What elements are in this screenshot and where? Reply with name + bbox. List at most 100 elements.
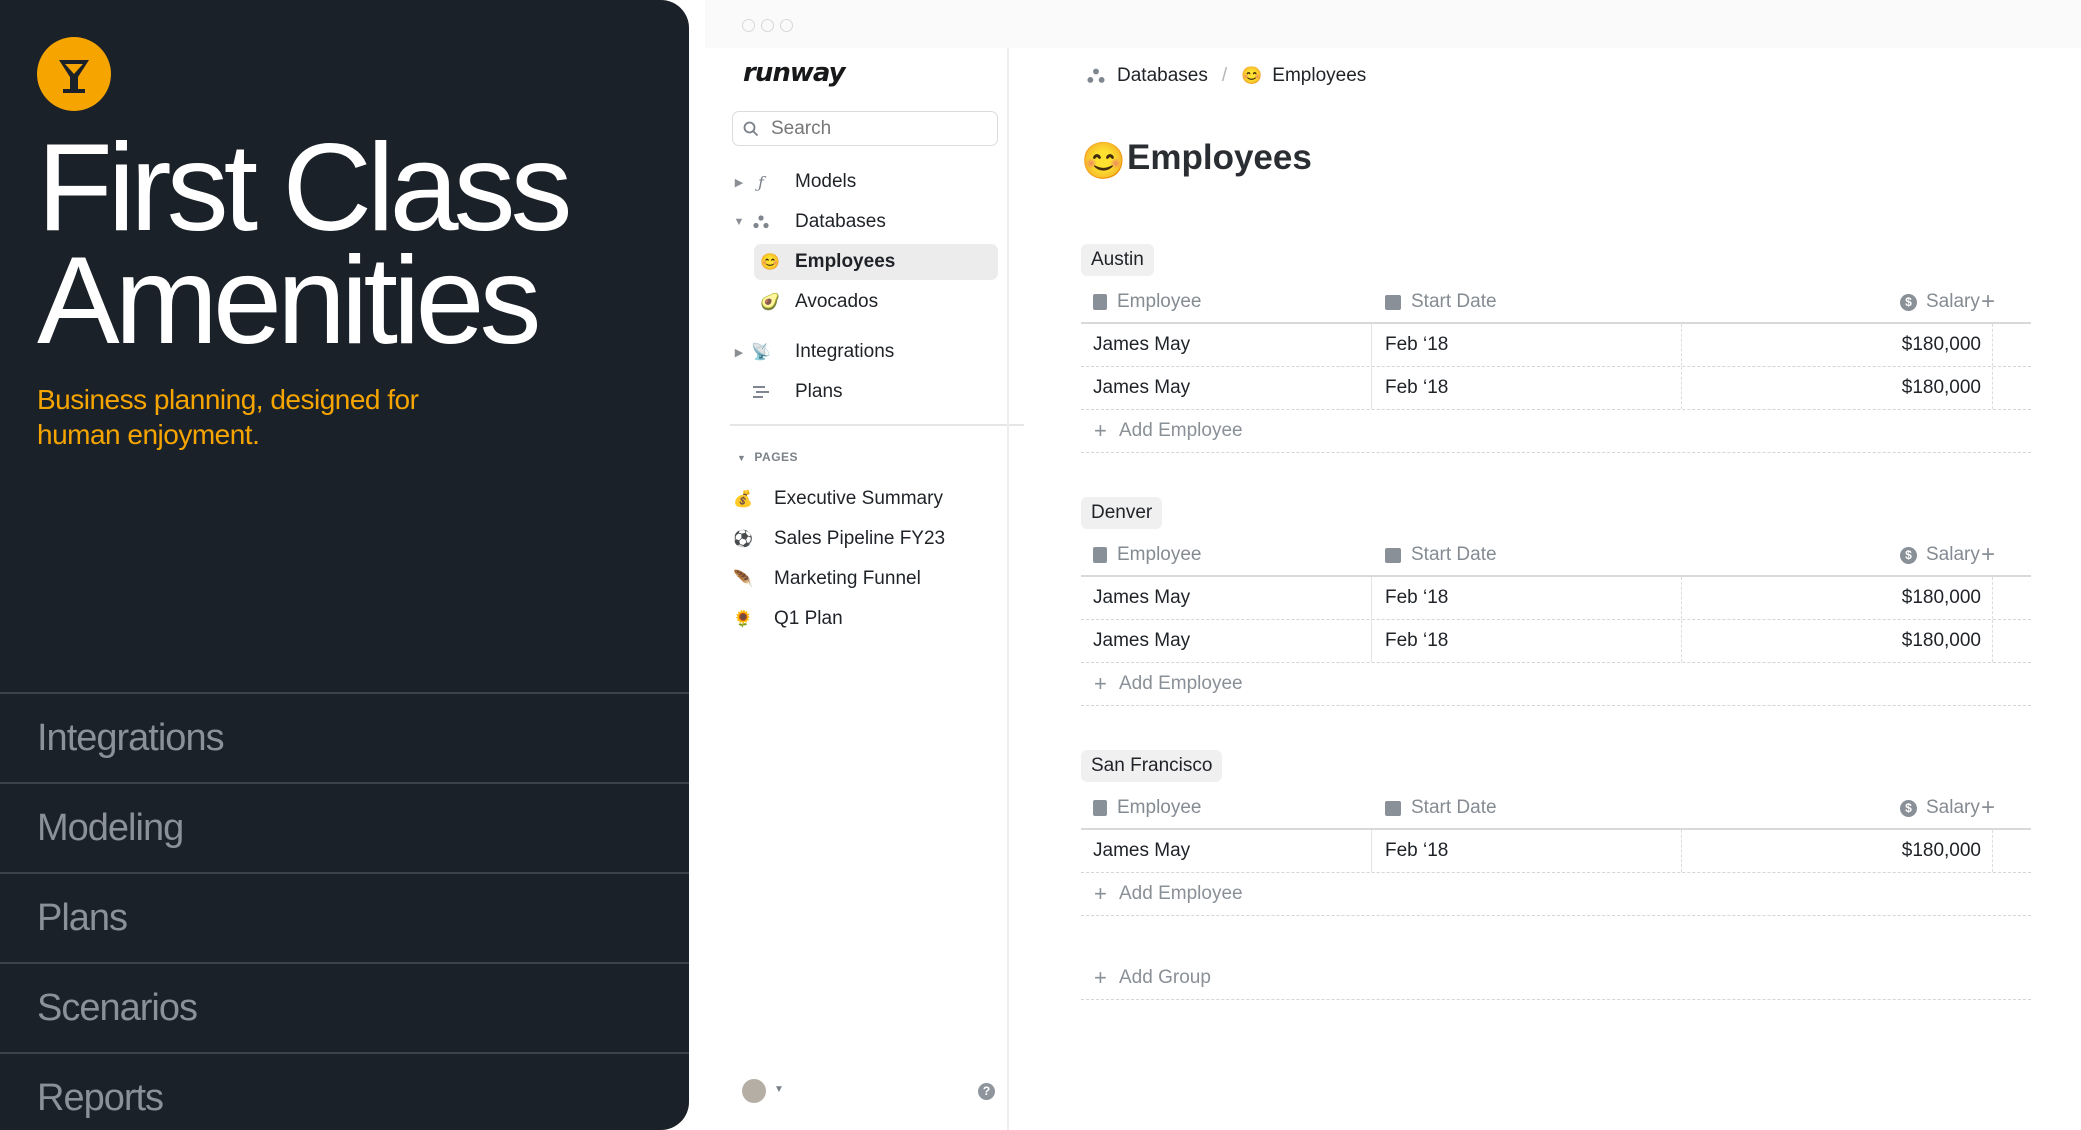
sidebar-item-label: Integrations xyxy=(795,341,895,362)
table-row[interactable]: James May Feb ‘18 $180,000 xyxy=(1081,324,2031,367)
cell-start-date[interactable]: Feb ‘18 xyxy=(1385,840,1449,861)
add-column-button[interactable]: + xyxy=(1981,541,1996,568)
plus-icon: + xyxy=(1094,881,1107,906)
table-row[interactable]: James May Feb ‘18 $180,000 xyxy=(1081,367,2031,410)
table-row[interactable]: James May Feb ‘18 $180,000 xyxy=(1081,830,2031,873)
add-group-button[interactable]: + Add Group xyxy=(1081,957,2031,1000)
smiling-face-icon: 😊 xyxy=(1081,140,1126,181)
add-employee-button[interactable]: + Add Employee xyxy=(1081,663,2031,706)
table-header: Employee Start Date $ Salary + xyxy=(1081,535,2031,577)
page-item-q1-plan[interactable]: 🌻 Q1 Plan xyxy=(732,601,998,637)
sidebar-item-avocados[interactable]: 🥑 Avocados xyxy=(754,284,998,320)
help-icon[interactable]: ? xyxy=(978,1083,995,1100)
chevron-right-icon[interactable]: ▶ xyxy=(734,346,744,359)
column-header-salary[interactable]: $ Salary xyxy=(1900,788,1980,828)
cell-salary[interactable]: $180,000 xyxy=(1901,587,1981,608)
column-header-label: Salary xyxy=(1926,291,1980,312)
text-field-icon xyxy=(1093,294,1107,310)
sidebar-item-databases[interactable]: ▼ Databases xyxy=(732,204,998,240)
window-titlebar xyxy=(705,0,2081,48)
sidebar-item-label: Employees xyxy=(795,251,896,272)
column-header-salary[interactable]: $ Salary xyxy=(1900,535,1980,575)
column-header-employee[interactable]: Employee xyxy=(1093,282,1202,322)
group-label-austin[interactable]: Austin xyxy=(1081,244,1154,276)
cell-salary[interactable]: $180,000 xyxy=(1901,630,1981,651)
database-nodes-icon xyxy=(1087,68,1105,84)
window-close-button[interactable] xyxy=(742,19,755,32)
page-item-label: Executive Summary xyxy=(774,488,943,509)
calendar-icon xyxy=(1385,547,1401,563)
add-employee-label: Add Employee xyxy=(1119,883,1243,904)
column-header-employee[interactable]: Employee xyxy=(1093,535,1202,575)
dollar-icon: $ xyxy=(1900,546,1917,564)
dollar-icon: $ xyxy=(1900,799,1917,817)
page-item-executive-summary[interactable]: 💰 Executive Summary xyxy=(732,481,998,517)
table-header: Employee Start Date $ Salary + xyxy=(1081,788,2031,830)
breadcrumb-current[interactable]: Employees xyxy=(1272,65,1367,86)
breadcrumb-parent[interactable]: Databases xyxy=(1117,65,1208,86)
group-label-san-francisco[interactable]: San Francisco xyxy=(1081,750,1223,782)
cell-divider xyxy=(1371,367,1372,409)
table-row[interactable]: James May Feb ‘18 $180,000 xyxy=(1081,620,2031,663)
sidebar-item-label: Avocados xyxy=(795,291,879,312)
cell-divider xyxy=(1371,324,1372,366)
add-employee-label: Add Employee xyxy=(1119,673,1243,694)
window-zoom-button[interactable] xyxy=(780,19,793,32)
cell-salary[interactable]: $180,000 xyxy=(1901,377,1981,398)
column-header-employee[interactable]: Employee xyxy=(1093,788,1202,828)
sidebar-item-integrations[interactable]: ▶ 📡 Integrations xyxy=(732,334,998,370)
window-minimize-button[interactable] xyxy=(761,19,774,32)
text-field-icon xyxy=(1093,547,1107,563)
sidebar-item-label: Databases xyxy=(795,211,886,232)
page-item-marketing-funnel[interactable]: 🪶 Marketing Funnel xyxy=(732,561,998,597)
soccer-ball-icon: ⚽ xyxy=(733,531,753,548)
cell-divider xyxy=(1992,830,1993,872)
sunflower-icon: 🌻 xyxy=(733,611,753,628)
column-header-start-date[interactable]: Start Date xyxy=(1385,535,1497,575)
sidebar-item-models[interactable]: ▶ ƒ Models xyxy=(732,164,998,200)
cell-salary[interactable]: $180,000 xyxy=(1901,334,1981,355)
text-field-icon xyxy=(1093,800,1107,816)
cell-employee[interactable]: James May xyxy=(1093,630,1191,651)
column-header-label: Salary xyxy=(1926,797,1980,818)
sidebar-item-label: Plans xyxy=(795,381,843,402)
cell-start-date[interactable]: Feb ‘18 xyxy=(1385,334,1449,355)
chevron-down-icon[interactable]: ▼ xyxy=(737,453,747,463)
cell-divider xyxy=(1681,367,1682,409)
cell-employee[interactable]: James May xyxy=(1093,587,1191,608)
sidebar-item-label: Models xyxy=(795,171,857,192)
cell-start-date[interactable]: Feb ‘18 xyxy=(1385,377,1449,398)
page-item-sales-pipeline[interactable]: ⚽ Sales Pipeline FY23 xyxy=(732,521,998,557)
column-header-label: Start Date xyxy=(1411,291,1497,312)
column-header-salary[interactable]: $ Salary xyxy=(1900,282,1980,322)
cell-salary[interactable]: $180,000 xyxy=(1901,840,1981,861)
table-header: Employee Start Date $ Salary + xyxy=(1081,282,2031,324)
column-header-start-date[interactable]: Start Date xyxy=(1385,788,1497,828)
chevron-right-icon[interactable]: ▶ xyxy=(734,176,744,189)
chevron-down-icon[interactable]: ▼ xyxy=(733,216,745,228)
cell-start-date[interactable]: Feb ‘18 xyxy=(1385,587,1449,608)
column-header-start-date[interactable]: Start Date xyxy=(1385,282,1497,322)
add-employee-button[interactable]: + Add Employee xyxy=(1081,873,2031,916)
add-column-button[interactable]: + xyxy=(1981,288,1996,315)
cell-divider xyxy=(1681,830,1682,872)
cell-employee[interactable]: James May xyxy=(1093,377,1191,398)
add-column-button[interactable]: + xyxy=(1981,794,1996,821)
sidebar-divider xyxy=(730,424,1024,426)
group-label-denver[interactable]: Denver xyxy=(1081,497,1163,529)
search-input[interactable] xyxy=(769,116,973,141)
chevron-down-icon[interactable]: ▼ xyxy=(774,1084,784,1095)
add-employee-button[interactable]: + Add Employee xyxy=(1081,410,2031,453)
avatar[interactable] xyxy=(742,1079,766,1103)
cell-employee[interactable]: James May xyxy=(1093,334,1191,355)
sidebar-item-employees[interactable]: 😊 Employees xyxy=(754,244,998,280)
calendar-icon xyxy=(1385,294,1401,310)
cell-divider xyxy=(1992,367,1993,409)
cell-start-date[interactable]: Feb ‘18 xyxy=(1385,630,1449,651)
feature-item-reports: Reports xyxy=(0,1052,689,1130)
search-box[interactable] xyxy=(732,111,998,146)
table-row[interactable]: James May Feb ‘18 $180,000 xyxy=(1081,577,2031,620)
pages-section-heading[interactable]: ▼ PAGES xyxy=(737,450,798,464)
sidebar-item-plans[interactable]: Plans xyxy=(732,374,998,410)
cell-employee[interactable]: James May xyxy=(1093,840,1191,861)
